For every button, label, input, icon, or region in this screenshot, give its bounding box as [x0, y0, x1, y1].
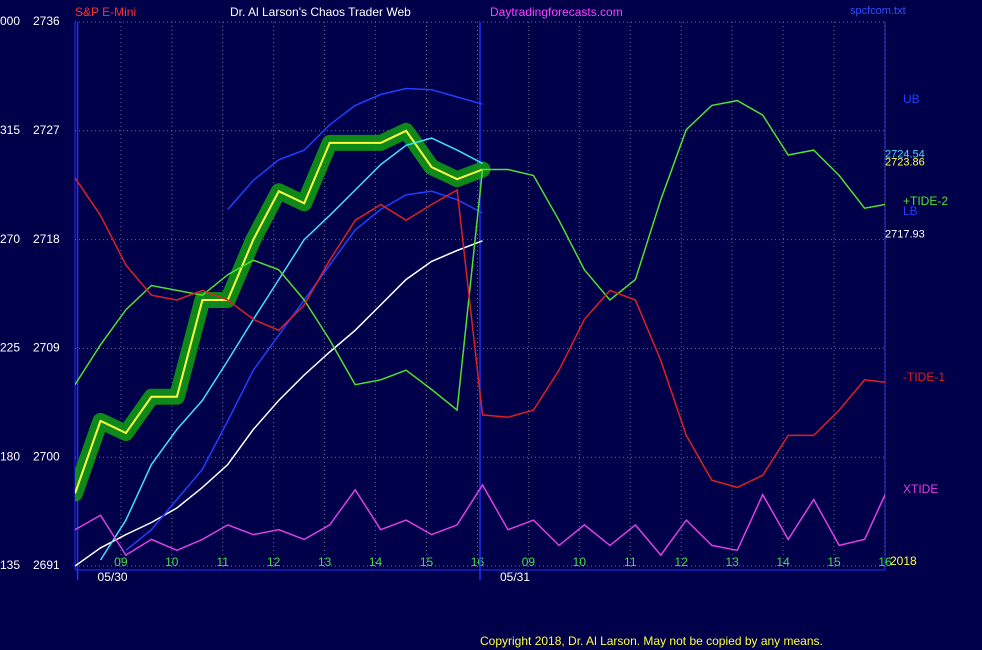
date-label: 05/30 — [98, 570, 128, 584]
file-name: spcfcom.txt — [850, 5, 906, 17]
y-tick-label: 2727 — [33, 123, 60, 137]
y-tick-label: 2736 — [33, 14, 60, 28]
legend-label: -TIDE-1 — [903, 370, 945, 384]
y-tick-label: 2691 — [33, 558, 60, 572]
series-line — [75, 240, 483, 567]
x-tick-label: 12 — [267, 555, 281, 569]
x-tick-label: 14 — [369, 555, 383, 569]
symbol: S&P E-Mini — [75, 5, 136, 19]
website: Daytradingforecasts.com — [490, 5, 623, 19]
series-line — [75, 177, 885, 489]
series-line — [99, 137, 483, 561]
y-tick-label: 2718 — [33, 232, 60, 246]
legend-label: LB — [903, 204, 918, 218]
copyright: Copyright 2018, Dr. Al Larson. May not b… — [480, 634, 823, 648]
y2-tick-label: 315 — [0, 123, 20, 137]
legend-label: XTIDE — [903, 482, 938, 496]
x-tick-label: 15 — [420, 555, 434, 569]
x-tick-label: 14 — [776, 555, 790, 569]
y2-tick-label: 000 — [0, 14, 20, 28]
series-line — [75, 99, 885, 412]
x-tick-label: 16 — [471, 555, 485, 569]
legend-label: UB — [903, 92, 920, 106]
x-tick-label: 10 — [573, 555, 587, 569]
series-line — [227, 87, 483, 210]
x-tick-label: 13 — [725, 555, 739, 569]
y2-tick-label: 225 — [0, 341, 20, 355]
y2-tick-label: 135 — [0, 558, 20, 572]
series-line — [75, 483, 885, 557]
x-tick-label: 16 — [878, 555, 892, 569]
x-tick-label: 11 — [624, 555, 637, 569]
last-value-label: 2723.86 — [885, 157, 925, 169]
y-tick-label: 2700 — [33, 449, 60, 463]
legend-label: +TIDE-2 — [903, 194, 948, 208]
x-tick-label: 09 — [114, 555, 128, 569]
x-tick-label: 09 — [522, 555, 536, 569]
y-tick-label: 2709 — [33, 341, 60, 355]
year: 2018 — [890, 554, 917, 568]
y2-tick-label: 180 — [0, 449, 20, 463]
x-tick-label: 15 — [827, 555, 841, 569]
date-label: 05/31 — [500, 570, 530, 584]
last-value-label: 2717.93 — [885, 228, 925, 240]
y2-tick-label: 270 — [0, 232, 20, 246]
last-value-label: 2724.54 — [885, 148, 925, 160]
plot-area — [75, 87, 885, 567]
x-tick-label: 10 — [165, 555, 179, 569]
chart-title: Dr. Al Larson's Chaos Trader Web — [230, 5, 411, 19]
x-tick-label: 13 — [318, 555, 332, 569]
x-tick-label: 11 — [217, 555, 230, 569]
x-tick-label: 12 — [675, 555, 689, 569]
